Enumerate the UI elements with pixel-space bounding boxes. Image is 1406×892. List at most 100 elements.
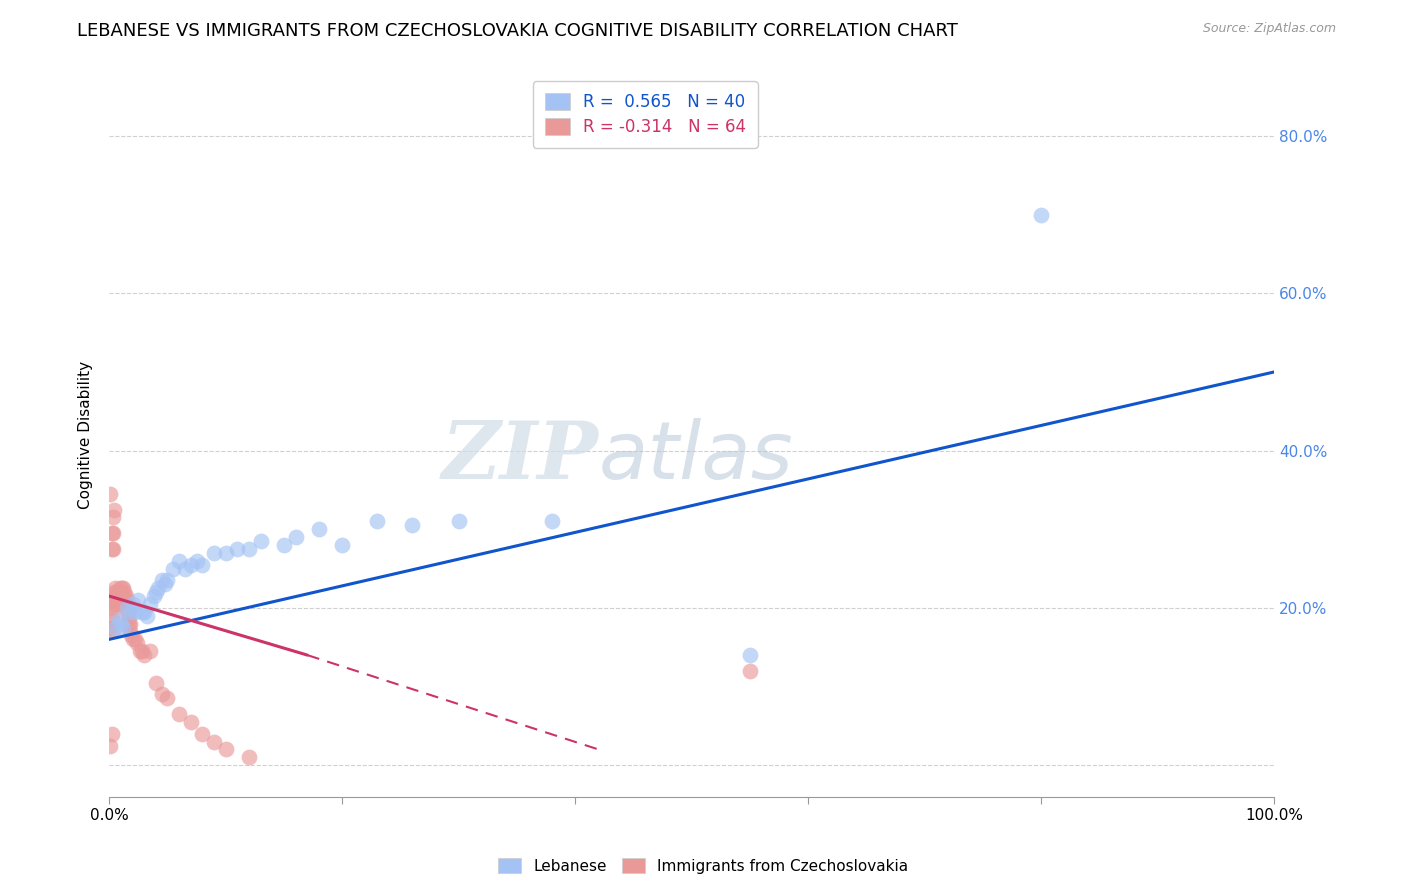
- Point: [142, 589, 165, 603]
- Point: [156, 691, 179, 706]
- Text: Source: ZipAtlas.com: Source: ZipAtlas.com: [1202, 22, 1336, 36]
- Point: [226, 541, 249, 556]
- Point: [330, 538, 353, 552]
- Point: [100, 624, 122, 639]
- Text: atlas: atlas: [599, 417, 793, 496]
- Point: [100, 727, 122, 741]
- Point: [180, 558, 202, 572]
- Point: [112, 621, 135, 635]
- Point: [117, 613, 139, 627]
- Point: [124, 632, 146, 647]
- Point: [105, 589, 128, 603]
- Point: [108, 593, 131, 607]
- Point: [103, 502, 125, 516]
- Point: [111, 593, 134, 607]
- Point: [145, 675, 167, 690]
- Point: [202, 546, 225, 560]
- Point: [134, 605, 156, 619]
- Point: [104, 581, 127, 595]
- Point: [191, 727, 214, 741]
- Text: ZIP: ZIP: [441, 417, 599, 495]
- Point: [100, 613, 122, 627]
- Point: [120, 624, 142, 639]
- Point: [111, 581, 134, 595]
- Point: [124, 605, 146, 619]
- Point: [150, 574, 173, 588]
- Point: [115, 593, 138, 607]
- Point: [104, 621, 127, 635]
- Point: [101, 597, 124, 611]
- Point: [107, 593, 129, 607]
- Point: [150, 687, 173, 701]
- Point: [107, 613, 129, 627]
- Point: [156, 574, 179, 588]
- Point: [101, 605, 124, 619]
- Point: [308, 522, 330, 536]
- Point: [110, 616, 132, 631]
- Point: [100, 739, 122, 753]
- Point: [401, 518, 423, 533]
- Point: [100, 541, 122, 556]
- Point: [120, 616, 142, 631]
- Point: [215, 546, 238, 560]
- Point: [101, 541, 124, 556]
- Point: [104, 589, 127, 603]
- Point: [114, 597, 136, 611]
- Point: [139, 644, 162, 658]
- Point: [115, 600, 138, 615]
- Point: [131, 605, 153, 619]
- Point: [249, 534, 271, 549]
- Point: [238, 541, 260, 556]
- Point: [121, 597, 143, 611]
- Point: [108, 581, 131, 595]
- Point: [738, 664, 761, 678]
- Point: [366, 514, 388, 528]
- Point: [174, 561, 197, 575]
- Point: [202, 734, 225, 748]
- Point: [112, 589, 135, 603]
- Point: [100, 600, 122, 615]
- Point: [100, 621, 122, 635]
- Point: [215, 742, 238, 756]
- Point: [738, 648, 761, 662]
- Text: LEBANESE VS IMMIGRANTS FROM CZECHOSLOVAKIA COGNITIVE DISABILITY CORRELATION CHAR: LEBANESE VS IMMIGRANTS FROM CZECHOSLOVAK…: [77, 22, 959, 40]
- Point: [120, 628, 142, 642]
- Point: [120, 605, 142, 619]
- Legend: R =  0.565   N = 40, R = -0.314   N = 64: R = 0.565 N = 40, R = -0.314 N = 64: [533, 81, 758, 148]
- Point: [541, 514, 564, 528]
- Point: [105, 597, 128, 611]
- Point: [115, 600, 138, 615]
- Point: [180, 714, 202, 729]
- Point: [139, 597, 162, 611]
- Legend: Lebanese, Immigrants from Czechoslovakia: Lebanese, Immigrants from Czechoslovakia: [492, 852, 914, 880]
- Point: [284, 530, 307, 544]
- Point: [110, 589, 132, 603]
- Point: [100, 487, 122, 501]
- Point: [128, 644, 150, 658]
- Point: [135, 608, 157, 623]
- Point: [107, 589, 129, 603]
- Point: [101, 510, 124, 524]
- Point: [100, 621, 122, 635]
- Point: [191, 558, 214, 572]
- Point: [127, 593, 149, 607]
- Y-axis label: Cognitive Disability: Cognitive Disability: [79, 360, 93, 509]
- Point: [110, 585, 132, 599]
- Point: [114, 589, 136, 603]
- Point: [103, 585, 125, 599]
- Point: [148, 581, 170, 595]
- Point: [1031, 208, 1053, 222]
- Point: [131, 644, 153, 658]
- Point: [153, 577, 176, 591]
- Point: [273, 538, 295, 552]
- Point: [127, 636, 149, 650]
- Point: [118, 616, 141, 631]
- Point: [105, 585, 128, 599]
- Point: [105, 593, 128, 607]
- Point: [167, 554, 190, 568]
- Point: [112, 581, 135, 595]
- Point: [162, 561, 184, 575]
- Point: [238, 750, 260, 764]
- Point: [447, 514, 470, 528]
- Point: [145, 585, 167, 599]
